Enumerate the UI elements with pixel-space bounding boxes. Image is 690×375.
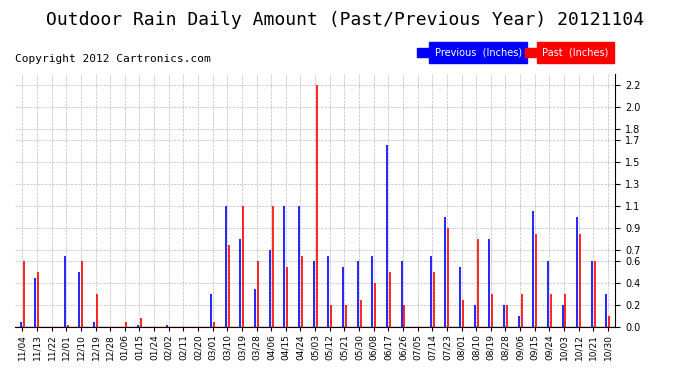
Text: Outdoor Rain Daily Amount (Past/Previous Year) 20121104: Outdoor Rain Daily Amount (Past/Previous… (46, 11, 644, 29)
Text: Copyright 2012 Cartronics.com: Copyright 2012 Cartronics.com (15, 54, 210, 64)
Legend: Previous  (Inches), Past  (Inches): Previous (Inches), Past (Inches) (415, 46, 611, 60)
